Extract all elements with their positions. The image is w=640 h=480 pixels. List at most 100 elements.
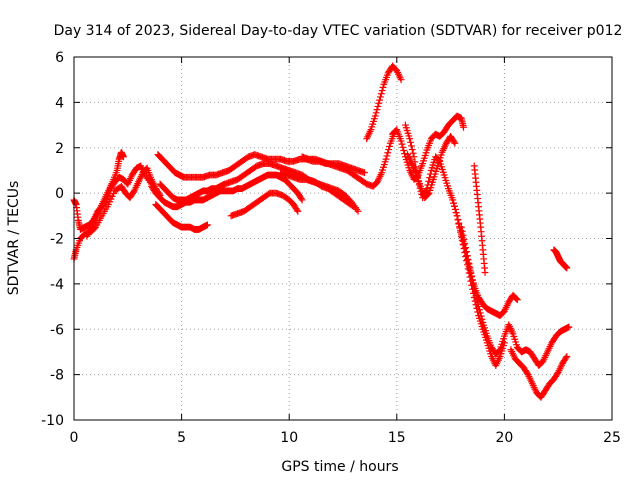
y-tick-label: -4 — [50, 277, 64, 293]
data-point — [462, 244, 470, 251]
y-tick-label: -10 — [41, 413, 64, 429]
data-point — [471, 288, 479, 296]
data-series — [404, 133, 459, 202]
data-point — [374, 103, 382, 110]
y-tick-label: 0 — [55, 186, 64, 202]
data-point — [469, 276, 476, 284]
data-point — [426, 174, 433, 182]
data-point — [460, 123, 467, 131]
data-point — [298, 196, 306, 204]
data-series — [70, 164, 164, 263]
y-tick-labels: -10 -8 -6 -4 -2 0 2 4 6 — [41, 50, 64, 429]
data-point — [408, 142, 415, 150]
data-point — [458, 227, 466, 235]
data-point — [379, 84, 387, 91]
data-point — [425, 177, 433, 185]
x-tick-label: 10 — [280, 430, 298, 446]
data-point — [382, 155, 390, 163]
y-tick-label: 4 — [55, 95, 64, 111]
x-axis-label: GPS time / hours — [281, 459, 398, 475]
data-point — [372, 109, 380, 117]
data-point — [408, 146, 416, 153]
data-point — [472, 292, 480, 300]
data-point — [451, 139, 459, 147]
data-point — [470, 280, 477, 288]
data-point — [563, 353, 571, 360]
x-tick-label: 20 — [495, 430, 513, 446]
data-point — [451, 202, 458, 210]
y-tick-label: 6 — [55, 50, 64, 66]
x-tick-label: 0 — [70, 430, 79, 446]
data-point — [464, 256, 472, 264]
data-point — [120, 153, 127, 161]
data-point — [513, 295, 520, 303]
y-tick-label: -8 — [50, 368, 64, 384]
data-point — [460, 236, 468, 243]
data-point — [461, 240, 469, 247]
data-point — [565, 323, 573, 331]
data-point — [383, 152, 391, 160]
data-point — [476, 309, 484, 317]
chart-title: Day 314 of 2023, Sidereal Day-to-day VTE… — [54, 23, 623, 39]
data-point — [463, 252, 471, 260]
data-point — [468, 272, 476, 280]
data-point — [400, 147, 408, 154]
data-point — [473, 295, 481, 303]
tick-marks — [73, 56, 613, 421]
data-series — [227, 189, 302, 220]
data-point — [465, 260, 473, 268]
data-point — [452, 209, 460, 217]
y-tick-label: 2 — [55, 141, 64, 157]
data-point — [463, 248, 470, 256]
data-point — [401, 150, 408, 158]
y-axis-label: SDTVAR / TECUs — [6, 181, 22, 296]
data-point — [450, 199, 458, 207]
data-point — [386, 142, 393, 150]
data-point — [478, 315, 486, 323]
data-series — [457, 223, 573, 369]
data-point — [375, 99, 383, 107]
data-series — [83, 148, 127, 240]
data-series — [550, 246, 571, 272]
data-point — [477, 312, 485, 320]
data-series — [507, 346, 571, 401]
data-point — [409, 149, 417, 157]
data-point — [450, 138, 458, 146]
data-point — [397, 137, 405, 145]
data-series — [298, 128, 399, 190]
data-point — [377, 93, 384, 101]
data-point — [454, 216, 462, 224]
data-point — [562, 354, 570, 362]
y-tick-label: -2 — [50, 232, 64, 248]
data-series — [470, 162, 489, 276]
x-tick-label: 15 — [388, 430, 406, 446]
data-point — [399, 143, 407, 151]
data-point — [453, 212, 461, 220]
data-point — [563, 264, 571, 272]
data-point — [397, 76, 405, 84]
data-point — [470, 285, 478, 292]
data-point — [385, 146, 393, 153]
data-point — [378, 87, 386, 94]
data-point — [294, 207, 302, 215]
data-series — [152, 201, 211, 233]
data-point — [373, 106, 381, 114]
data-point — [475, 303, 482, 310]
data-points — [70, 62, 573, 401]
data-point — [398, 140, 406, 148]
x-tick-label: 5 — [177, 430, 186, 446]
data-point — [354, 207, 362, 215]
data-point — [481, 269, 489, 276]
data-point — [376, 96, 383, 104]
data-point — [297, 195, 305, 202]
data-point — [451, 206, 459, 213]
data-point — [495, 347, 503, 354]
data-series — [277, 169, 362, 215]
data-point — [459, 231, 467, 239]
x-tick-label: 25 — [603, 430, 621, 446]
data-point — [371, 112, 379, 120]
data-point — [513, 296, 521, 304]
data-series — [363, 62, 405, 143]
